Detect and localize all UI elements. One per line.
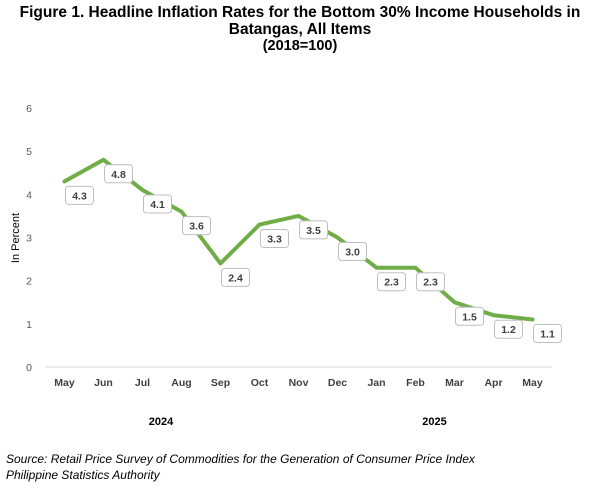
x-tick-label: Jan — [367, 377, 385, 389]
y-tick-label: 5 — [26, 146, 32, 158]
data-label-box — [221, 267, 250, 287]
x-tick-label: Sep — [211, 377, 230, 389]
data-label-value: 4.1 — [150, 199, 165, 211]
data-label-value: 1.1 — [540, 329, 555, 341]
data-label-box — [377, 272, 406, 292]
data-label: 3.3 — [260, 229, 289, 249]
x-tick-label: Jun — [94, 377, 113, 389]
x-tick-label: May — [522, 377, 543, 389]
data-label: 3.5 — [299, 220, 328, 240]
data-label-box — [338, 242, 367, 261]
data-label-box — [104, 164, 133, 184]
data-label-box — [260, 229, 289, 249]
data-label-value: 3.5 — [306, 225, 321, 237]
y-tick-label: 0 — [26, 362, 32, 374]
x-tick-label: Aug — [171, 377, 191, 389]
data-label-box — [416, 272, 445, 292]
data-label-value: 2.4 — [228, 272, 243, 284]
x-tick-label: Feb — [406, 377, 425, 389]
x-tick-label: May — [54, 377, 75, 389]
data-label-value: 3.0 — [345, 247, 360, 259]
year-label: 2025 — [422, 416, 446, 428]
data-label-value: 3.3 — [267, 234, 282, 246]
source-line-1: Source: Retail Price Survey of Commoditi… — [6, 452, 475, 466]
data-label-box — [455, 306, 484, 326]
year-label: 2024 — [149, 416, 174, 428]
data-label: 1.2 — [494, 319, 523, 339]
y-tick-label: 3 — [26, 233, 32, 245]
chart-title-line-2: Batangas, All Items — [228, 21, 372, 38]
data-label-value: 1.5 — [462, 311, 477, 323]
data-label: 1.1 — [533, 324, 562, 344]
data-label: 2.3 — [377, 272, 406, 292]
data-labels: 4.3 4.8 4.1 3.6 2.4 3.3 3.5 3.0 2.3 2.3 1.5 1.2 1.1 — [65, 164, 562, 344]
data-label-value: 2.3 — [384, 277, 399, 289]
y-tick-label: 2 — [26, 276, 32, 288]
data-label-box — [65, 185, 94, 205]
x-axis-ticks: May Jun Jul Aug Sep Oct Nov Dec Jan Feb Mar Apr May — [54, 377, 543, 389]
data-label: 2.3 — [416, 272, 445, 292]
data-label-box — [182, 216, 211, 236]
chart-title-line-1: Figure 1. Headline Inflation Rates for t… — [19, 4, 581, 21]
data-label-value: 2.3 — [423, 277, 438, 289]
data-label-value: 4.3 — [72, 190, 87, 202]
data-label-box — [143, 194, 172, 214]
y-tick-label: 1 — [26, 319, 32, 331]
data-label-box — [494, 319, 523, 339]
data-label: 4.1 — [143, 194, 172, 214]
x-tick-label: Oct — [251, 377, 269, 389]
year-labels: 2024 2025 — [149, 416, 447, 428]
x-tick-label: Apr — [484, 377, 502, 389]
y-tick-label: 6 — [26, 103, 32, 115]
data-label-value: 1.2 — [501, 324, 516, 336]
data-label: 3.6 — [182, 216, 211, 236]
data-label: 3.0 — [338, 242, 367, 261]
x-tick-label: Jul — [135, 377, 150, 389]
source-line-2: Philippine Statistics Authority — [6, 468, 160, 482]
source-note: Source: Retail Price Survey of Commoditi… — [6, 451, 475, 483]
x-tick-label: Nov — [289, 377, 309, 389]
data-label: 4.8 — [104, 164, 133, 184]
y-axis-ticks: 0 1 2 3 4 5 6 — [26, 103, 32, 374]
x-tick-label: Mar — [445, 377, 464, 389]
series-line-inflation — [62, 157, 535, 322]
data-label-box — [299, 220, 328, 240]
data-label: 2.4 — [221, 267, 250, 287]
x-tick-label: Dec — [328, 377, 347, 389]
y-axis-label: In Percent — [10, 213, 22, 263]
chart-title-line-3: (2018=100) — [262, 38, 338, 54]
data-label: 4.3 — [65, 185, 94, 205]
data-label-value: 4.8 — [111, 169, 126, 181]
chart-title: Figure 1. Headline Inflation Rates for t… — [0, 4, 600, 55]
data-label-value: 3.6 — [189, 221, 204, 233]
y-tick-label: 4 — [26, 189, 32, 201]
data-label: 1.5 — [455, 306, 484, 326]
data-label-box — [533, 324, 562, 344]
